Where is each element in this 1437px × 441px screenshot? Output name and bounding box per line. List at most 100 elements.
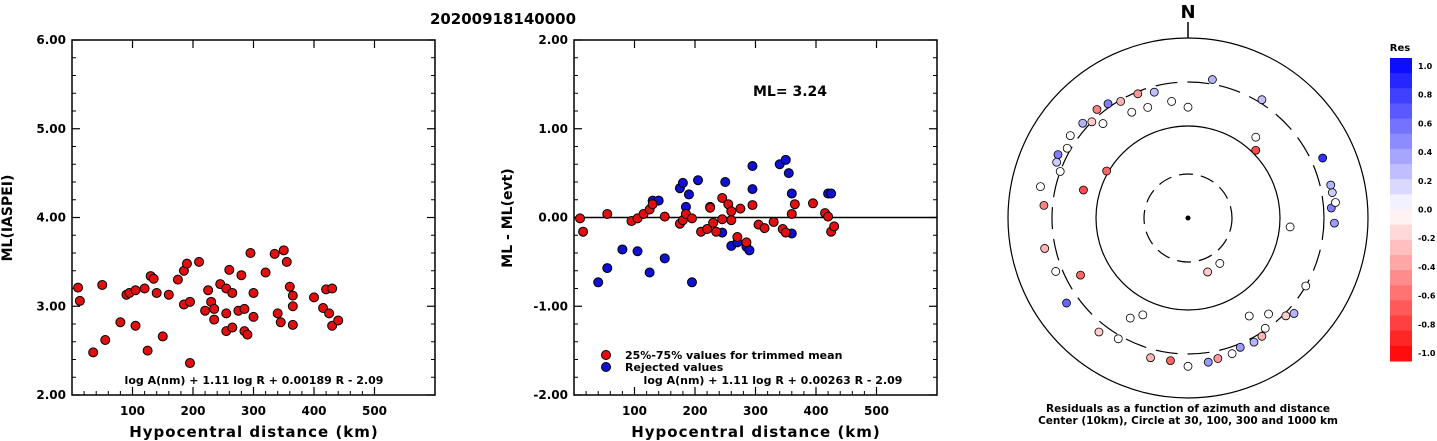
colorbar-segment (1390, 194, 1412, 210)
rejected-point (683, 189, 694, 200)
rejected-point (677, 177, 688, 188)
station-residual-point (1327, 188, 1337, 197)
residual-ytick-label: 0.00 (538, 211, 568, 225)
magnitude-xlabel: Hypocentral distance (km) (129, 423, 379, 441)
accepted-point (717, 214, 728, 225)
station-residual-point (1146, 353, 1155, 363)
colorbar-label: -0.2 (1418, 234, 1436, 243)
residual-xtick-label: 200 (682, 404, 707, 418)
magnitude-point (242, 329, 253, 340)
accepted-point (717, 192, 728, 203)
magnitude-point (224, 264, 235, 275)
colorbar-label: -1.0 (1418, 349, 1436, 358)
colorbar-label: 0.0 (1418, 206, 1433, 215)
residual-ylabel: ML - ML(evt) (500, 168, 516, 267)
station-residual-point (1094, 327, 1104, 337)
legend-rejected-label: Rejected values (625, 361, 724, 374)
magnitude-point (248, 287, 259, 298)
station-residual-point (1055, 167, 1065, 176)
magnitude-point (97, 279, 108, 290)
residual-xtick-label: 100 (622, 404, 647, 418)
station-residual-point (1052, 157, 1062, 167)
rejected-point (783, 168, 794, 179)
magnitude-ytick-label: 3.00 (36, 299, 66, 313)
magnitude-point (209, 314, 220, 325)
station-residual-point (1251, 132, 1261, 142)
station-residual-point (1281, 311, 1291, 321)
colorbar-label: 1.0 (1418, 62, 1433, 71)
rejected-point (659, 253, 670, 264)
magnitude-point (287, 301, 298, 312)
accepted-point (578, 226, 589, 237)
accepted-point (647, 199, 658, 210)
station-residual-point (1227, 349, 1237, 359)
accepted-point (759, 223, 770, 234)
station-residual-point (1087, 117, 1097, 127)
magnitude-point (239, 303, 250, 314)
station-residual-point (1053, 150, 1063, 159)
magnitude-point (115, 317, 126, 328)
colorbar-label: 0.8 (1418, 91, 1433, 100)
station-residual-point (1331, 198, 1340, 207)
station-residual-point (1143, 102, 1153, 112)
magnitude-point (184, 296, 195, 307)
accepted-point (780, 227, 791, 238)
magnitude-point (221, 308, 232, 319)
rejected-point (720, 177, 731, 187)
station-residual-point (1127, 107, 1137, 117)
residual-xtick-label: 300 (743, 404, 768, 418)
station-residual-point (1167, 97, 1177, 106)
residual-ytick-label: -2.00 (533, 388, 568, 402)
magnitude-point (163, 289, 174, 300)
legend-rejected-marker (601, 362, 611, 372)
accepted-point (735, 203, 746, 214)
magnitude-point (100, 334, 111, 345)
accepted-point (823, 211, 834, 222)
colorbar-segment (1390, 330, 1412, 347)
ring-300km (1051, 81, 1325, 355)
colorbar-segment (1390, 148, 1412, 165)
station-residual-point (1183, 102, 1193, 112)
magnitude-point (151, 287, 162, 298)
station-residual-point (1078, 118, 1088, 128)
residual-panel: 100 200 300 400 500 -2.00 -1.00 0.00 1.00 2.00 ML… (500, 33, 938, 441)
station-residual-point (1125, 313, 1135, 323)
accepted-point (686, 213, 697, 224)
polar-caption-line2: Center (10km), Circle at 30, 100, 300 an… (1038, 415, 1338, 427)
accepted-point (705, 202, 716, 213)
colorbar-label: 0.2 (1418, 177, 1432, 186)
station-residual-point (1215, 259, 1225, 268)
center-marker (1185, 215, 1191, 221)
magnitude-ylabel: ML(IASPEI) (0, 175, 16, 262)
ring-1000km (1007, 37, 1369, 399)
accepted-point (708, 217, 719, 228)
accepted-point (726, 215, 737, 226)
rejected-point (644, 267, 655, 278)
residual-xtick-label: 500 (864, 404, 889, 418)
magnitude-ytick-label: 4.00 (36, 211, 66, 225)
station-residual-point (1051, 267, 1061, 276)
magnitude-point (157, 331, 168, 342)
accepted-point (747, 200, 758, 211)
magnitude-xtick-label: 400 (301, 404, 326, 418)
colorbar-label: -0.6 (1418, 292, 1436, 301)
rejected-point (826, 188, 837, 199)
station-residual-point (1166, 356, 1175, 365)
figure-title: 20200918140000 (430, 10, 576, 28)
magnitude-point (275, 317, 286, 328)
colorbar-segment (1390, 58, 1412, 74)
azimuth-panel: N Residuals as a function of azimuth and… (1007, 2, 1436, 427)
station-residual-point (1116, 96, 1126, 106)
station-residual-point (1208, 75, 1217, 84)
colorbar-title: Res (1390, 43, 1410, 54)
colorbar-segment (1390, 224, 1412, 241)
station-residual-point (1301, 281, 1311, 291)
magnitude-point (287, 290, 298, 301)
magnitude-point (172, 274, 183, 285)
colorbar-segment (1390, 73, 1412, 89)
magnitude-point (181, 258, 192, 269)
station-residual-point (1113, 334, 1123, 344)
magnitude-point (148, 273, 159, 284)
residual-ytick-label: 1.00 (538, 122, 568, 136)
accepted-point (732, 232, 743, 243)
